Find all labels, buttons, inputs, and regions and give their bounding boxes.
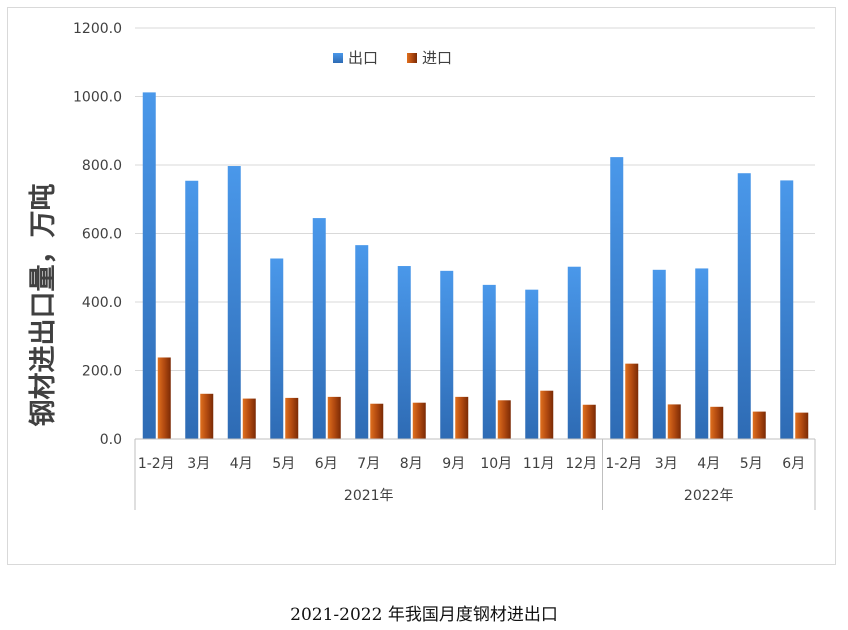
x-tick-label: 4月 [230, 456, 253, 472]
bar-import [242, 398, 256, 439]
bar-export [695, 268, 709, 439]
x-tick-label: 12月 [565, 456, 597, 472]
x-tick-label: 4月 [697, 456, 720, 472]
bar-import [200, 393, 214, 439]
bar-import [412, 402, 426, 439]
bar-import [795, 412, 809, 439]
x-tick-label: 1-2月 [605, 456, 642, 472]
bar-import [752, 411, 766, 439]
bar-export [142, 92, 156, 439]
x-tick-label: 5月 [740, 456, 763, 472]
y-tick-label: 800.0 [82, 158, 122, 174]
y-tick-label: 1200.0 [73, 21, 122, 37]
bar-import [582, 404, 596, 439]
y-axis-label: 钢材进出口量，万吨 [28, 184, 59, 427]
bar-export [610, 157, 624, 439]
legend-label: 出口 [348, 49, 378, 67]
bar-export [312, 218, 326, 439]
x-tick-label: 7月 [357, 456, 380, 472]
figure-caption: 2021-2022 年我国月度钢材进出口 [290, 605, 558, 625]
bar-import [327, 396, 341, 439]
bars [142, 92, 809, 439]
x-tick-label: 6月 [782, 456, 805, 472]
bar-export [185, 180, 199, 439]
bar-import [455, 396, 469, 439]
x-tick-label: 6月 [315, 456, 338, 472]
bar-export [737, 173, 751, 439]
x-tick-label: 8月 [400, 456, 423, 472]
y-tick-label: 0.0 [100, 432, 122, 448]
bar-export [482, 284, 496, 439]
legend-label: 进口 [422, 49, 452, 67]
y-tick-label: 200.0 [82, 364, 122, 380]
bar-import [370, 403, 384, 439]
x-tick-label: 9月 [442, 456, 465, 472]
bar-export [525, 289, 539, 439]
legend: 出口 进口 [333, 49, 452, 67]
axes: 0.0 200.0 400.0 600.0 800.0 1000.0 1200.0 1-2月 3… [73, 21, 816, 510]
bar-import [540, 390, 554, 439]
bar-import [625, 363, 639, 439]
bar-import [157, 357, 171, 439]
y-tick-label: 1000.0 [73, 90, 122, 106]
bar-import [285, 397, 299, 439]
bar-export [270, 258, 284, 439]
bar-export [355, 245, 369, 439]
y-tick-label: 400.0 [82, 295, 122, 311]
x-tick-label: 10月 [480, 456, 512, 472]
x-tick-label: 1-2月 [138, 456, 175, 472]
legend-swatch [333, 53, 343, 63]
bar-export [227, 166, 241, 439]
bar-export [397, 266, 411, 439]
x-group-label: 2021年 [344, 488, 394, 504]
x-tick-label: 11月 [523, 456, 555, 472]
bar-import [710, 406, 724, 439]
bar-export [567, 266, 581, 439]
x-group-label: 2022年 [684, 488, 734, 504]
bar-export [652, 269, 666, 439]
y-tick-label: 600.0 [82, 227, 122, 243]
legend-swatch [407, 53, 417, 63]
bar-export [440, 270, 454, 439]
bar-export [780, 180, 794, 439]
bar-import [667, 404, 681, 439]
bar-import [497, 400, 511, 439]
x-tick-label: 3月 [187, 456, 210, 472]
x-tick-label: 3月 [655, 456, 678, 472]
x-tick-label: 5月 [272, 456, 295, 472]
